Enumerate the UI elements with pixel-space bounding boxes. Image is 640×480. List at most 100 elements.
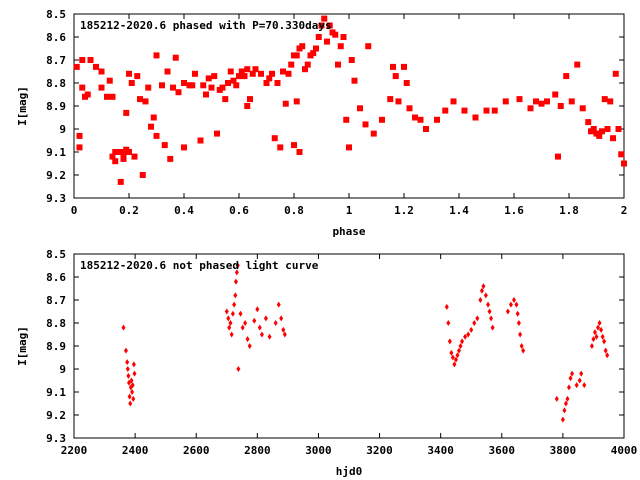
data-point <box>238 310 243 317</box>
y-tick-label: 8.8 <box>46 77 66 90</box>
data-point <box>128 400 133 407</box>
y-tick-label: 8.8 <box>46 317 66 330</box>
data-point <box>596 324 601 331</box>
data-point <box>615 126 622 132</box>
data-point <box>516 96 523 103</box>
data-point <box>274 80 281 86</box>
x-tick-label: 1.2 <box>394 204 414 217</box>
data-point <box>596 132 603 139</box>
y-tick-label: 8.5 <box>46 248 66 261</box>
data-point <box>475 315 480 322</box>
data-point <box>403 80 410 86</box>
data-point <box>434 116 440 123</box>
data-point <box>98 84 105 91</box>
data-point <box>98 68 105 75</box>
y-tick-label: 9.3 <box>46 192 66 205</box>
data-point <box>150 114 157 121</box>
data-point <box>442 107 449 114</box>
data-point <box>574 382 579 389</box>
data-point <box>233 278 238 285</box>
data-point <box>457 347 461 354</box>
data-point <box>226 315 231 322</box>
data-point <box>461 107 468 114</box>
data-point <box>288 61 295 68</box>
data-point <box>591 336 596 343</box>
data-point <box>466 331 471 338</box>
axis-ticks: 2200 2400 2600 2800 3000 3200 3400 3600 3800 4000… <box>46 248 637 457</box>
data-point <box>244 66 251 73</box>
y-tick-label: 9.1 <box>46 146 66 159</box>
data-point <box>258 70 264 77</box>
data-point <box>601 96 608 103</box>
data-point <box>515 310 520 317</box>
data-point <box>599 128 605 135</box>
data-point <box>574 61 581 68</box>
data-point <box>554 395 559 402</box>
data-point <box>249 70 256 77</box>
data-point <box>599 326 604 333</box>
x-tick-label: 1.8 <box>559 204 579 217</box>
data-point <box>233 292 238 299</box>
data-point <box>560 416 565 423</box>
data-point <box>406 105 413 112</box>
data-point <box>259 331 264 338</box>
data-point <box>121 324 126 331</box>
data-point <box>490 324 495 331</box>
data-points <box>121 262 610 423</box>
data-point <box>126 372 131 379</box>
data-point <box>527 105 534 112</box>
data-point <box>512 297 516 303</box>
data-point <box>238 68 245 75</box>
data-point <box>563 400 568 407</box>
data-point <box>245 336 250 343</box>
data-point <box>505 308 510 315</box>
x-tick-label: 0.4 <box>174 204 194 217</box>
data-point <box>533 98 539 105</box>
data-point <box>600 333 605 340</box>
data-point <box>76 144 83 151</box>
data-point <box>104 93 110 100</box>
data-point <box>351 77 358 84</box>
data-point <box>472 320 477 326</box>
data-point <box>579 105 586 112</box>
x-tick-label: 1.4 <box>449 204 469 217</box>
x-tick-label: 3200 <box>366 444 393 457</box>
plot-frame <box>73 253 625 439</box>
data-point <box>134 73 141 80</box>
unphased-light-curve-chart: 2200 2400 2600 2800 3000 3200 3400 3600 3800 4000… <box>16 248 637 478</box>
data-point <box>73 63 80 70</box>
data-point <box>610 135 616 142</box>
data-point <box>241 73 248 80</box>
data-point <box>463 333 468 340</box>
data-point <box>224 308 229 315</box>
data-points <box>73 15 627 185</box>
data-point <box>130 382 135 389</box>
data-point <box>518 331 523 338</box>
data-point <box>519 343 524 349</box>
data-point <box>84 91 91 98</box>
data-point <box>362 121 369 128</box>
data-point <box>137 96 143 103</box>
data-point <box>189 82 196 89</box>
data-point <box>175 89 182 96</box>
data-point <box>132 370 137 377</box>
data-point <box>458 343 463 349</box>
data-point <box>252 66 259 73</box>
data-point <box>582 382 587 389</box>
data-point <box>282 331 287 338</box>
data-point <box>167 155 174 162</box>
data-point <box>538 100 545 107</box>
data-point <box>332 31 339 38</box>
data-point <box>109 93 116 100</box>
data-point <box>234 269 239 276</box>
x-tick-label: 0.2 <box>119 204 139 217</box>
data-point <box>243 320 248 326</box>
data-point <box>453 356 458 363</box>
data-point <box>585 119 592 126</box>
data-point <box>120 155 127 162</box>
y-tick-label: 8.5 <box>46 8 66 21</box>
data-point <box>552 91 559 98</box>
data-point <box>257 324 262 331</box>
data-point <box>211 73 218 80</box>
data-point <box>483 292 488 299</box>
